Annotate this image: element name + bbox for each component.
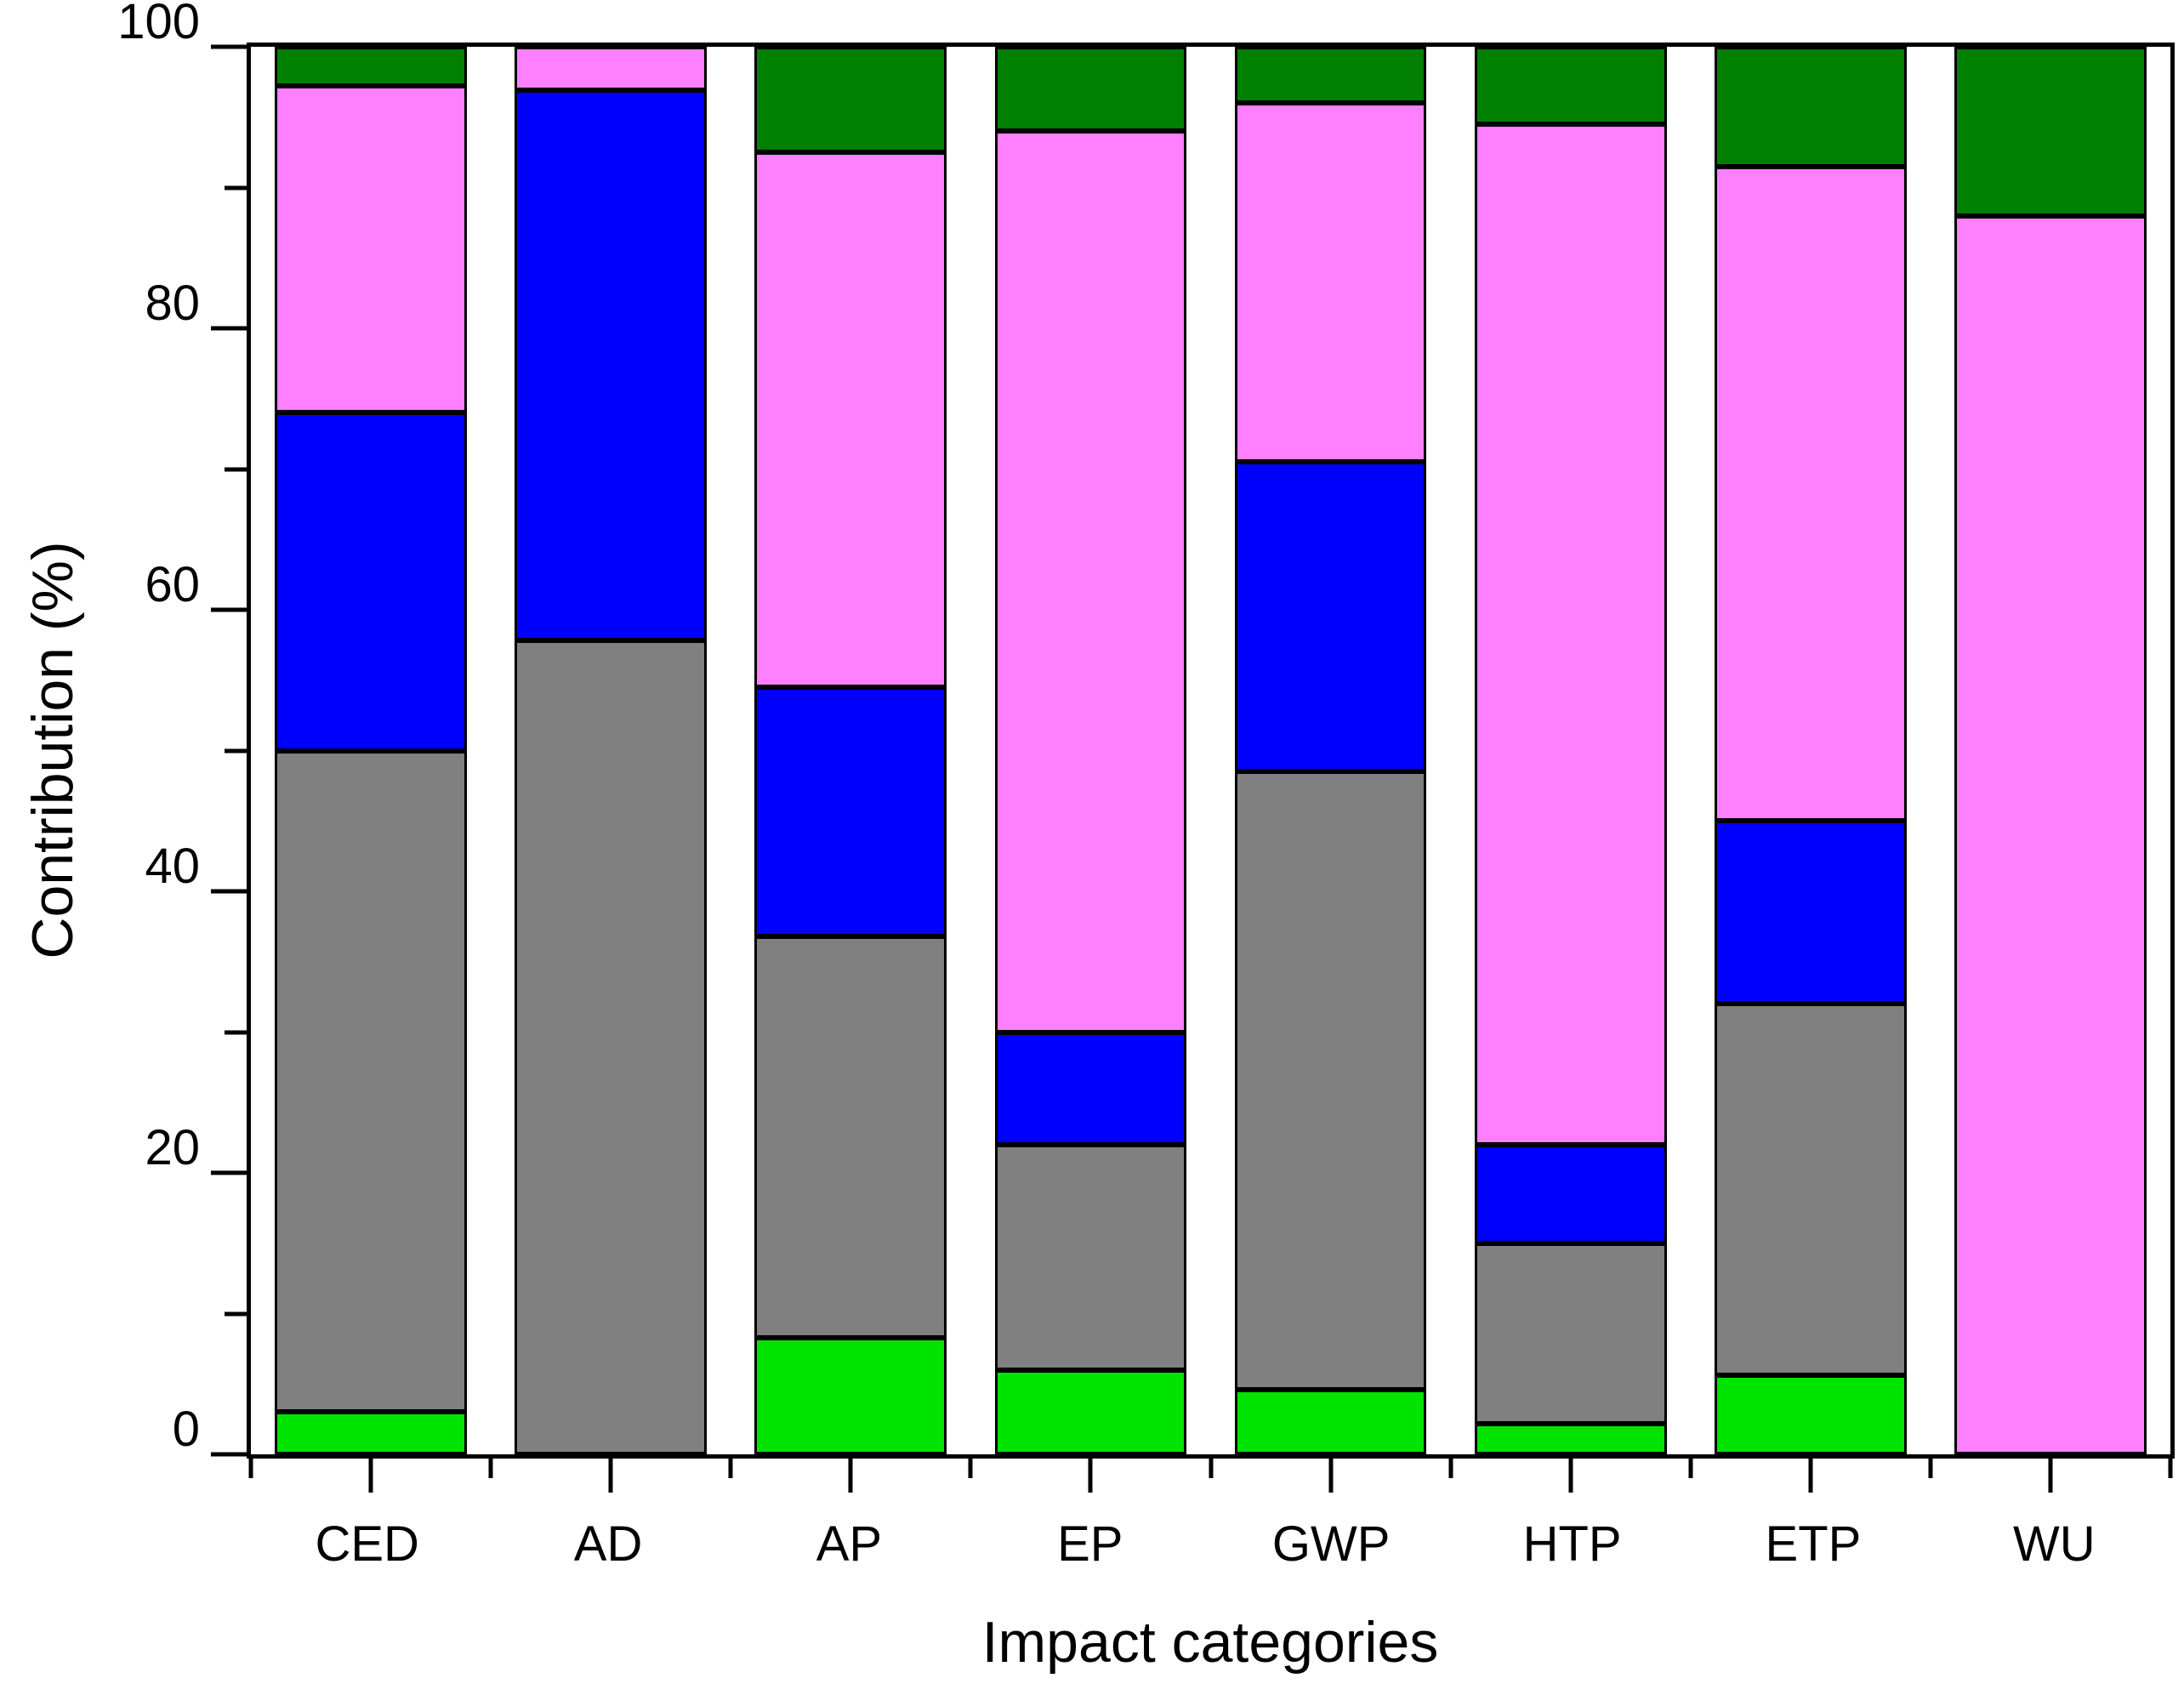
x-tick-label-ap: AP — [816, 1516, 883, 1572]
x-minor-tick — [488, 1454, 493, 1478]
x-tick-label-ad: AD — [573, 1516, 643, 1572]
y-minor-tick — [225, 1030, 247, 1034]
dark-green-segment — [754, 47, 947, 153]
x-minor-tick — [248, 1454, 253, 1478]
pink-segment — [515, 47, 708, 91]
bar-slot-etp — [1691, 47, 1931, 1454]
pink-segment — [754, 152, 947, 688]
x-minor-tick — [1448, 1454, 1453, 1478]
blue-segment — [515, 90, 708, 641]
y-minor-tick — [225, 467, 247, 471]
y-tick-label: 40 — [145, 839, 200, 894]
blue-segment — [754, 687, 947, 936]
green-segment — [754, 1337, 947, 1454]
x-major-tick — [368, 1454, 373, 1493]
gray-segment — [994, 1144, 1187, 1370]
y-major-tick — [211, 1452, 247, 1457]
dark-green-segment — [275, 47, 467, 87]
plot-area: 0 20 40 60 80 100 — [117, 0, 2175, 1493]
y-major-tick — [211, 44, 247, 49]
x-minor-tick — [1928, 1454, 1933, 1478]
gray-segment — [754, 936, 947, 1338]
y-minor-tick — [225, 748, 247, 753]
bar-slot-gwp — [1211, 47, 1451, 1454]
bar-htp — [1474, 47, 1667, 1454]
y-major-tick — [211, 326, 247, 331]
x-major-tick — [1568, 1454, 1573, 1493]
dark-green-segment — [1474, 47, 1667, 125]
pink-segment — [994, 131, 1187, 1032]
y-minor-tick — [225, 1311, 247, 1316]
blue-segment — [1234, 462, 1427, 772]
bars-container — [251, 47, 2170, 1454]
y-major-tick — [211, 889, 247, 894]
y-tick-label: 80 — [145, 276, 200, 331]
dark-green-segment — [994, 47, 1187, 132]
y-major-tick — [211, 1170, 247, 1175]
gray-segment — [1714, 1004, 1907, 1376]
x-minor-tick — [1688, 1454, 1693, 1478]
x-major-tick — [1808, 1454, 1813, 1493]
x-major-tick — [1088, 1454, 1093, 1493]
green-segment — [1714, 1375, 1907, 1454]
x-tick-label-etp: ETP — [1765, 1516, 1862, 1572]
bar-slot-ep — [970, 47, 1210, 1454]
x-minor-tick — [968, 1454, 973, 1478]
y-tick-label: 60 — [145, 557, 200, 612]
dark-green-segment — [1234, 47, 1427, 104]
y-major-tick — [211, 607, 247, 612]
dark-green-segment — [1954, 47, 2147, 216]
green-segment — [1234, 1389, 1427, 1454]
x-major-tick — [608, 1454, 613, 1493]
bar-ap — [754, 47, 947, 1454]
green-segment — [275, 1412, 467, 1454]
x-major-tick — [1328, 1454, 1334, 1493]
blue-segment — [275, 412, 467, 751]
bar-etp — [1714, 47, 1907, 1454]
bar-ced — [275, 47, 467, 1454]
y-tick-label: 0 — [172, 1402, 200, 1457]
x-tick-label-htp: HTP — [1522, 1516, 1622, 1572]
x-tick-label-ced: CED — [315, 1516, 419, 1572]
bar-slot-htp — [1451, 47, 1691, 1454]
gray-segment — [1234, 771, 1427, 1390]
x-minor-tick — [728, 1454, 733, 1478]
green-segment — [1474, 1423, 1667, 1454]
pink-segment — [1954, 215, 2147, 1454]
gray-segment — [1474, 1243, 1667, 1424]
blue-segment — [1474, 1144, 1667, 1243]
y-tick-label: 20 — [145, 1120, 200, 1175]
pink-segment — [1714, 166, 1907, 822]
bar-ep — [994, 47, 1187, 1454]
x-minor-tick — [2168, 1454, 2173, 1478]
bar-ad — [515, 47, 708, 1454]
bar-slot-ap — [731, 47, 970, 1454]
pink-segment — [1474, 124, 1667, 1145]
bar-slot-ad — [491, 47, 731, 1454]
x-axis-title: Impact categories — [981, 1610, 1439, 1675]
y-tick-label: 100 — [117, 0, 200, 49]
x-minor-tick — [1209, 1454, 1213, 1478]
x-tick-label-gwp: GWP — [1271, 1516, 1391, 1572]
x-major-tick — [2048, 1454, 2053, 1493]
gray-segment — [275, 750, 467, 1413]
gray-segment — [515, 640, 708, 1454]
bar-gwp — [1234, 47, 1427, 1454]
pink-segment — [275, 86, 467, 413]
blue-segment — [994, 1032, 1187, 1145]
y-minor-tick — [225, 185, 247, 190]
x-tick-label-ep: EP — [1057, 1516, 1123, 1572]
dark-green-segment — [1714, 47, 1907, 167]
blue-segment — [1714, 821, 1907, 1004]
x-tick-label-wu: WU — [2012, 1516, 2096, 1572]
pink-segment — [1234, 103, 1427, 463]
bar-slot-wu — [1931, 47, 2170, 1454]
green-segment — [994, 1369, 1187, 1454]
x-major-tick — [848, 1454, 853, 1493]
bar-slot-ced — [251, 47, 491, 1454]
bar-wu — [1954, 47, 2147, 1454]
